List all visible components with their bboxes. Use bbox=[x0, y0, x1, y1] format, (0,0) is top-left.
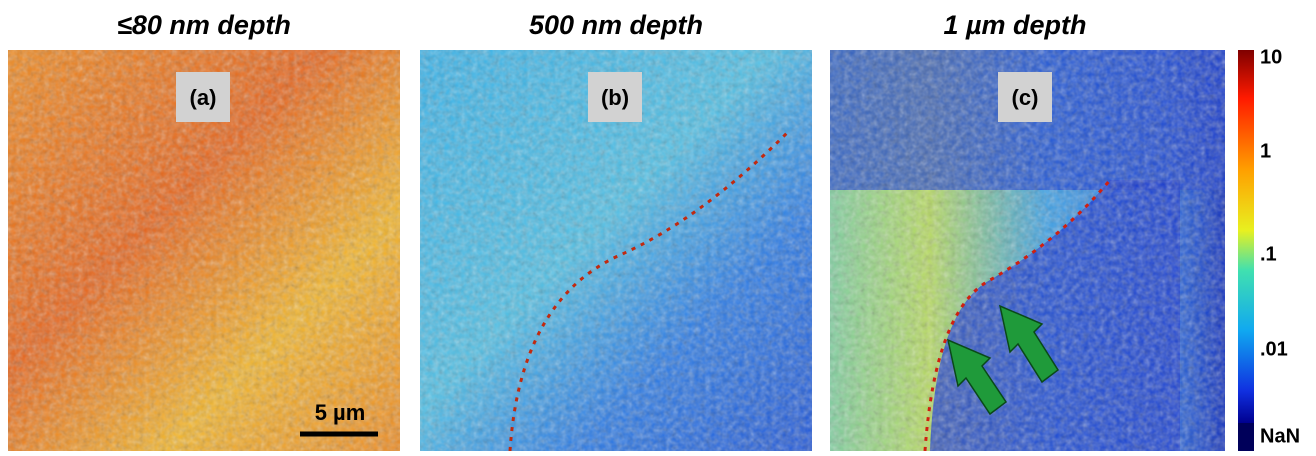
colorbar bbox=[1238, 50, 1254, 451]
label-box bbox=[176, 72, 230, 122]
colorbar-tick-label: 1 bbox=[1260, 140, 1271, 162]
arrow bbox=[946, 338, 1008, 416]
colorbar-tick-label: NaN bbox=[1260, 425, 1300, 447]
colorbar-ticks: 10 1 .1 .01 NaN bbox=[1260, 46, 1300, 447]
panel-label: (b) bbox=[601, 85, 629, 110]
label-box bbox=[998, 72, 1052, 122]
label-box bbox=[588, 72, 642, 122]
panel-label: (a) bbox=[190, 85, 217, 110]
arrow bbox=[998, 304, 1060, 384]
panel-label: (c) bbox=[1012, 85, 1039, 110]
boundary bbox=[923, 179, 1112, 452]
panel-title: 500 nm depth bbox=[529, 10, 703, 40]
panel-b: (b) bbox=[420, 50, 812, 452]
panel-c: (c) bbox=[830, 50, 1225, 452]
colorbar-tick-label: .01 bbox=[1260, 338, 1288, 360]
panel-title: 1 µm depth bbox=[943, 10, 1086, 40]
colorbar-tick-label: .1 bbox=[1260, 243, 1277, 265]
panel-title: ≤80 nm depth bbox=[117, 10, 291, 40]
scale-bar-label: 5 µm bbox=[315, 400, 366, 425]
colorbar-tick-label: 10 bbox=[1260, 46, 1282, 68]
boundary bbox=[508, 128, 792, 452]
panel-a: (a) 5 µm bbox=[8, 50, 400, 451]
